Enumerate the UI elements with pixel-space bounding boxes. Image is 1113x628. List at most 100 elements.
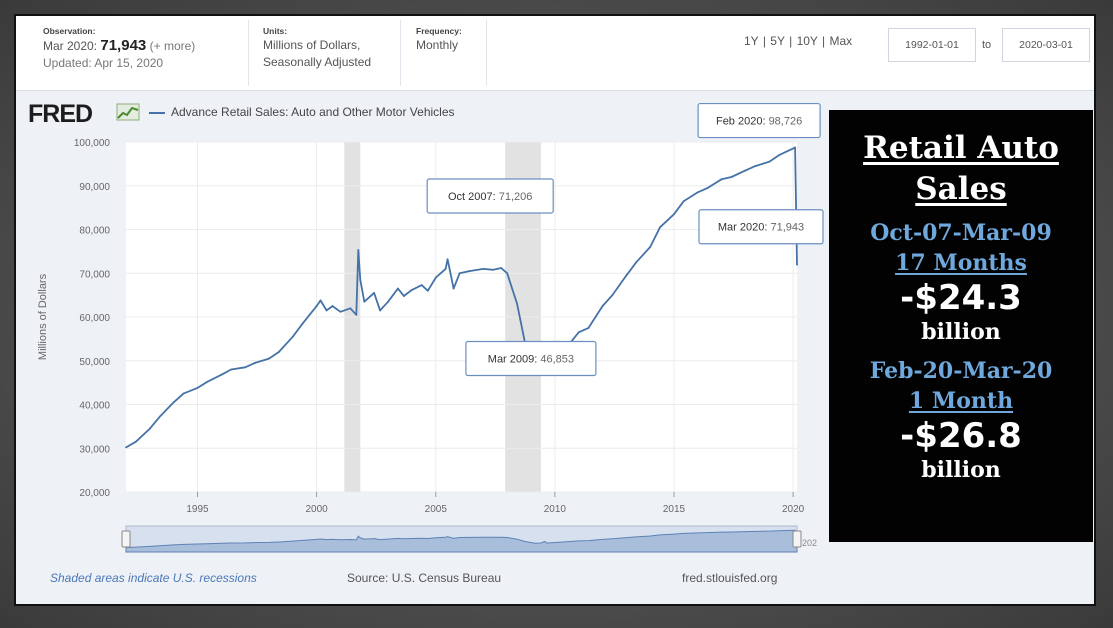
- x-tick-label: 2005: [425, 504, 448, 515]
- recession-note: Shaded areas indicate U.S. recessions: [50, 571, 257, 585]
- data-point: [768, 160, 771, 163]
- annotation-label: Mar 2009:: [488, 354, 541, 366]
- data-point: [659, 226, 661, 229]
- navigator-right-handle[interactable]: [792, 530, 802, 548]
- period-1-range: Oct-07-Mar-09: [870, 220, 1052, 246]
- range-10y-button[interactable]: 10Y: [796, 34, 818, 48]
- range-1y-button[interactable]: 1Y: [744, 34, 759, 48]
- data-point: [206, 380, 209, 383]
- data-point: [720, 178, 723, 181]
- data-point: [696, 191, 699, 194]
- range-max-button[interactable]: Max: [829, 34, 853, 48]
- annotation-callout: Feb 2020: 98,726: [697, 102, 821, 139]
- data-point: [420, 284, 423, 286]
- data-point: [754, 165, 757, 167]
- data-point: [706, 187, 709, 189]
- data-point: [379, 309, 382, 312]
- annotation-text: Feb 2020: 98,726: [716, 116, 802, 128]
- frequency-label: Frequency:: [416, 26, 462, 36]
- x-tick-label: 2000: [305, 504, 328, 515]
- data-point: [500, 267, 503, 269]
- annotation-value: 71,206: [499, 191, 533, 203]
- annotation-callout: Oct 2007: 71,206: [426, 178, 554, 214]
- annotation-box: [698, 209, 824, 245]
- y-tick-label: 30,000: [79, 444, 110, 455]
- data-point: [577, 331, 580, 334]
- navigator-tick-label: 202: [802, 538, 817, 548]
- summary-title-line-2: Sales: [915, 171, 1007, 207]
- range-separator: |: [789, 34, 793, 48]
- frequency-value: Monthly: [416, 38, 459, 52]
- chart-header: Observation: Mar 2020: 71,943 (+ more) U…: [16, 16, 1094, 91]
- date-to-label: to: [982, 39, 992, 51]
- data-point: [682, 200, 685, 202]
- data-point: [373, 292, 376, 294]
- fred-chart-frame: Observation: Mar 2020: 71,943 (+ more) U…: [14, 14, 1096, 606]
- fred-logo[interactable]: FRED: [28, 100, 93, 128]
- fred-logo-graph-icon: [116, 103, 140, 121]
- data-point: [434, 276, 437, 279]
- data-point: [611, 294, 614, 297]
- data-point: [339, 310, 342, 313]
- site-link[interactable]: fred.stlouisfed.org: [682, 571, 778, 585]
- data-point: [426, 289, 429, 292]
- data-point: [357, 249, 360, 251]
- data-point: [673, 213, 675, 216]
- range-separator: |: [762, 34, 766, 48]
- annotation-callout: Mar 2020: 71,943: [698, 209, 824, 245]
- data-point: [359, 278, 362, 281]
- data-point: [254, 362, 256, 364]
- period-1-duration: 17 Months: [895, 250, 1027, 276]
- y-tick-label: 20,000: [79, 488, 110, 499]
- legend-series-label: Advance Retail Sales: Auto and Other Mot…: [171, 105, 455, 119]
- summary-panel: Retail Auto Sales Oct-07-Mar-09 17 Month…: [829, 110, 1093, 542]
- annotation-label: Oct 2007:: [448, 191, 499, 203]
- data-point: [744, 169, 747, 172]
- period-2-unit: billion: [921, 457, 1001, 483]
- observation-value: 71,943: [100, 37, 147, 54]
- observation-more-link[interactable]: (+ more): [149, 39, 196, 53]
- summary-title-line-1: Retail Auto: [863, 130, 1059, 166]
- units-label: Units:: [263, 26, 288, 36]
- units-line-1: Millions of Dollars,: [263, 38, 361, 52]
- start-date-input[interactable]: [888, 28, 976, 62]
- data-point: [349, 307, 352, 310]
- data-point: [492, 268, 495, 271]
- data-point: [458, 272, 461, 275]
- data-point: [277, 351, 280, 353]
- annotation-label: Mar 2020:: [718, 222, 771, 234]
- x-tick-label: 1995: [186, 504, 209, 515]
- data-point: [363, 300, 366, 303]
- units-block: Units: Millions of Dollars, Seasonally A…: [263, 26, 371, 71]
- annotation-text: Mar 2020: 71,943: [718, 222, 804, 234]
- annotation-value: 98,726: [769, 116, 803, 128]
- annotation-value: 71,943: [770, 222, 804, 234]
- data-point: [125, 446, 127, 449]
- navigator-left-handle[interactable]: [121, 530, 131, 548]
- data-point: [291, 335, 294, 338]
- x-tick-label: 2015: [663, 504, 686, 515]
- data-point: [482, 267, 485, 270]
- data-point: [301, 322, 304, 325]
- data-point: [796, 263, 798, 266]
- data-point: [444, 267, 447, 270]
- series-line: [125, 146, 798, 449]
- data-point: [196, 386, 199, 389]
- annotation-text: Oct 2007: 71,206: [448, 191, 532, 203]
- annotation-value: 46,853: [540, 354, 574, 366]
- range-5y-button[interactable]: 5Y: [770, 34, 785, 48]
- data-point: [601, 305, 604, 307]
- data-point: [319, 299, 322, 302]
- data-point: [516, 302, 519, 305]
- navigator-series: [125, 529, 798, 553]
- annotation-box: [465, 340, 597, 377]
- end-date-input[interactable]: [1002, 28, 1090, 62]
- data-point: [506, 272, 509, 275]
- range-separator: |: [822, 34, 826, 48]
- data-point: [158, 415, 161, 418]
- data-point: [403, 295, 405, 297]
- observation-label: Observation:: [43, 26, 96, 36]
- data-point: [220, 373, 223, 376]
- line-chart: 20,000 30,000 40,000 50,000 60,000 70,000 80,0…: [37, 102, 824, 553]
- observation-date: Mar 2020:: [43, 39, 98, 53]
